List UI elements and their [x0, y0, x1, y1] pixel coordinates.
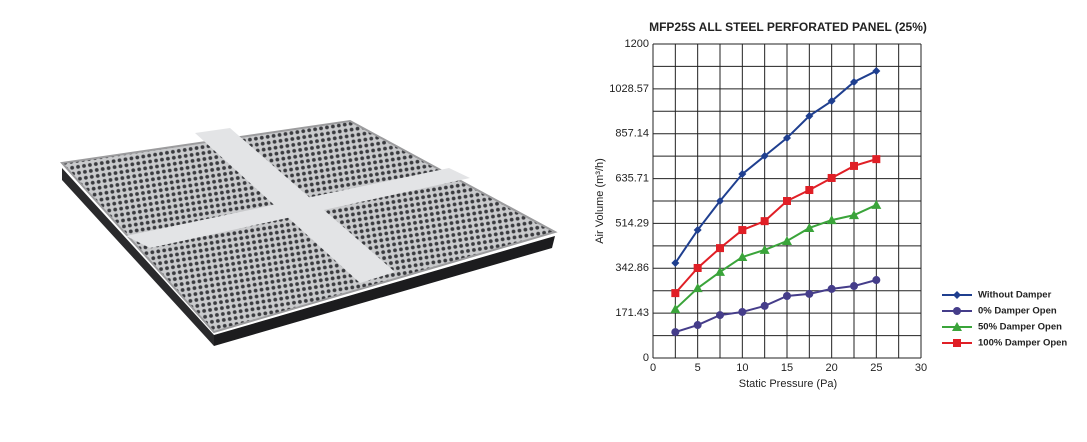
data-point	[849, 210, 859, 220]
data-point	[716, 244, 724, 253]
legend-label: 0% Damper Open	[978, 306, 1057, 317]
y-axis-title: Air Volume (m³/h)	[594, 158, 606, 244]
data-point	[671, 328, 680, 337]
data-point	[871, 199, 882, 209]
data-point	[670, 304, 681, 314]
legend-marker	[953, 291, 961, 299]
data-point	[671, 259, 680, 268]
data-point	[850, 282, 858, 291]
y-tick-label: 342.86	[615, 262, 649, 274]
data-point	[759, 244, 770, 254]
data-point	[693, 321, 702, 330]
data-point	[738, 170, 747, 179]
y-tick-label: 1200	[625, 38, 649, 50]
data-point	[783, 133, 791, 142]
data-point	[716, 197, 724, 205]
y-tick-label: 514.29	[615, 217, 649, 229]
x-tick-label: 20	[826, 362, 838, 374]
data-point	[760, 301, 769, 310]
panel-photo	[60, 119, 558, 346]
data-point	[872, 155, 881, 164]
series-line	[674, 204, 877, 310]
data-point	[826, 215, 837, 225]
data-point	[716, 311, 724, 320]
legend-label: Without Damper	[978, 290, 1052, 301]
data-point	[738, 226, 747, 235]
data-point	[782, 236, 792, 246]
x-tick-label: 30	[915, 362, 927, 374]
legend-marker	[953, 339, 961, 347]
legend-marker	[953, 307, 961, 315]
y-tick-label: 1028.57	[609, 83, 649, 95]
data-point	[805, 111, 814, 120]
legend-label: 50% Damper Open	[978, 322, 1062, 333]
data-point	[783, 197, 791, 205]
x-tick-label: 25	[870, 362, 882, 374]
y-tick-label: 171.43	[615, 307, 649, 319]
data-point	[850, 77, 858, 86]
legend-marker	[952, 322, 962, 331]
data-point	[805, 186, 814, 195]
data-point	[805, 289, 814, 298]
data-point	[850, 161, 858, 170]
data-point	[738, 307, 747, 316]
y-tick-label: 635.71	[615, 172, 649, 184]
data-point	[692, 283, 703, 293]
data-point	[827, 173, 836, 182]
chart-title: MFP25S ALL STEEL PERFORATED PANEL (25%)	[649, 20, 927, 34]
data-point	[827, 284, 836, 293]
data-point	[872, 276, 881, 285]
data-point	[872, 66, 881, 75]
legend-label: 100% Damper Open	[978, 338, 1067, 349]
data-point	[715, 266, 725, 276]
y-tick-label: 0	[643, 352, 649, 364]
x-tick-label: 10	[736, 362, 748, 374]
data-point	[760, 151, 769, 160]
x-axis-title: Static Pressure (Pa)	[739, 378, 837, 390]
series-line	[675, 279, 877, 334]
data-point	[760, 217, 769, 226]
data-point	[827, 97, 836, 106]
data-point	[671, 289, 680, 298]
data-point	[693, 226, 702, 235]
y-tick-label: 857.14	[615, 128, 649, 140]
x-tick-label: 5	[695, 362, 701, 374]
series-line	[674, 70, 877, 264]
data-point	[693, 263, 702, 272]
x-tick-label: 15	[781, 362, 793, 374]
data-point	[804, 222, 815, 232]
x-tick-label: 0	[650, 362, 656, 374]
series-line	[674, 158, 877, 294]
data-point	[737, 251, 748, 261]
data-point	[783, 291, 791, 300]
